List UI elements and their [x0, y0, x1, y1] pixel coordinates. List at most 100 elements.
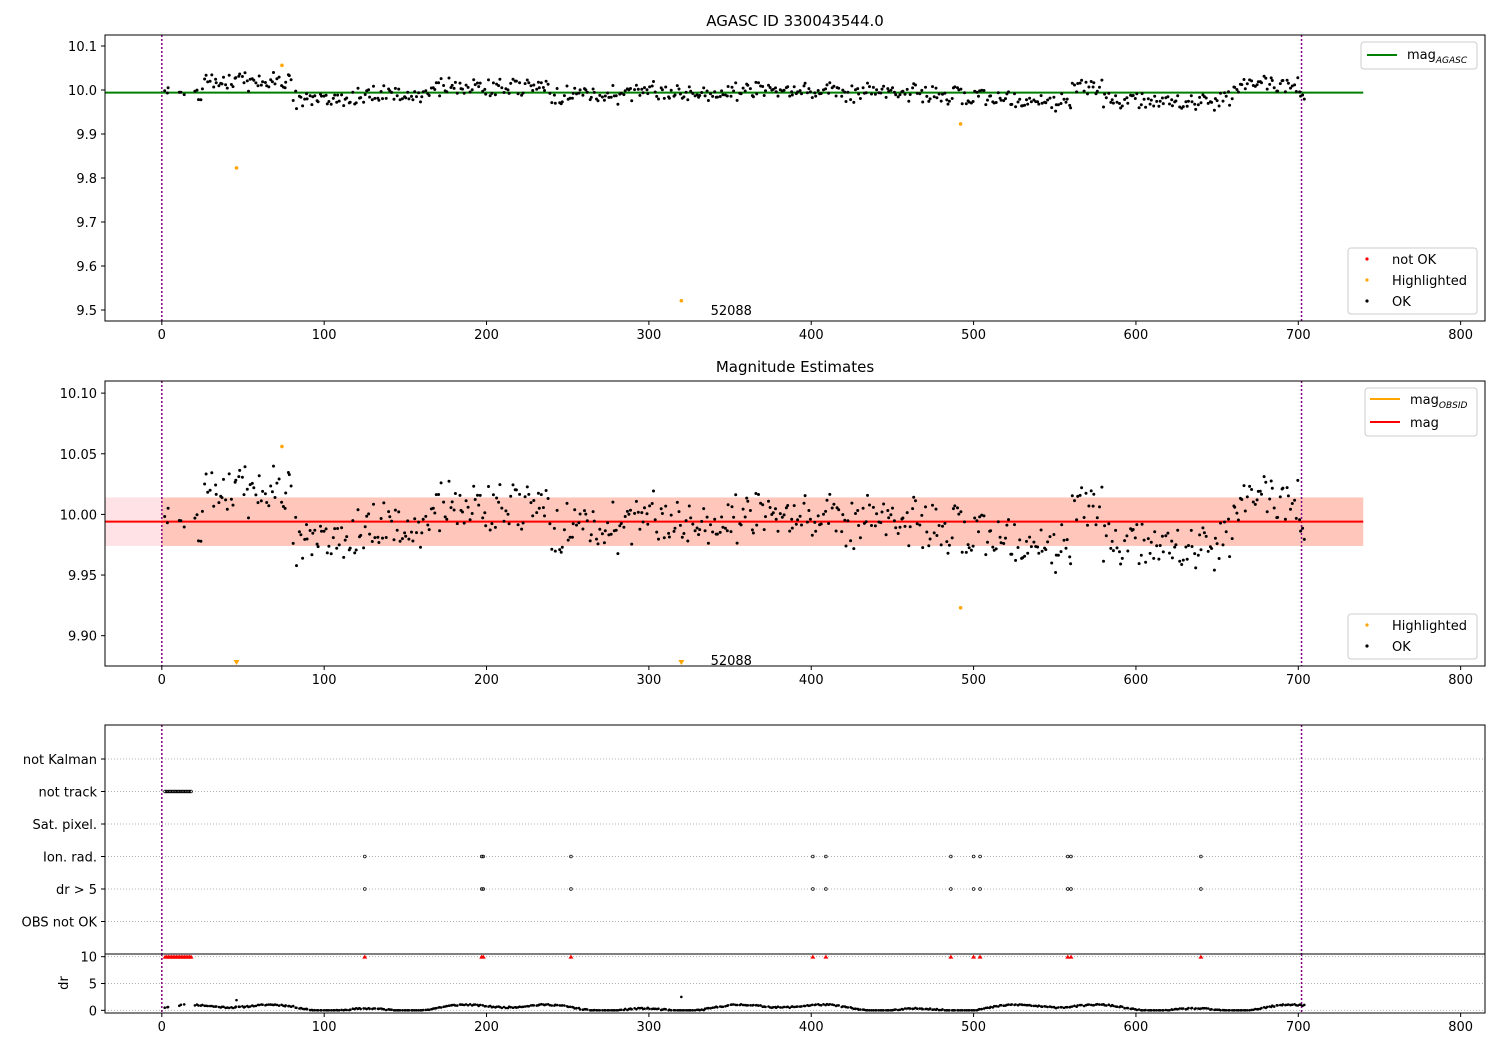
ok-point	[894, 93, 898, 97]
dr-point	[261, 1003, 264, 1006]
dr-point	[960, 1009, 964, 1012]
dr-point	[447, 1004, 451, 1007]
y-tick-label: 9.5	[76, 304, 97, 319]
ok-point	[581, 93, 585, 97]
dr-point	[234, 1005, 238, 1008]
ok-point	[655, 530, 659, 534]
ok-point	[973, 516, 977, 520]
ok-point	[166, 86, 170, 90]
ok-point	[283, 506, 287, 510]
ok-point	[588, 539, 592, 543]
ok-point	[163, 89, 167, 93]
ok-point	[1235, 88, 1239, 91]
ok-point	[911, 507, 915, 511]
ok-point	[1224, 530, 1228, 534]
flag-point	[978, 887, 982, 891]
ok-point	[275, 481, 279, 485]
dr-point	[1018, 1003, 1021, 1006]
ok-point	[1084, 80, 1088, 84]
ok-point	[1123, 98, 1127, 101]
ok-point	[487, 78, 490, 82]
dr-outlier-point	[235, 998, 238, 1002]
flag-point	[363, 854, 367, 859]
ok-point	[660, 512, 664, 515]
ok-point	[272, 71, 275, 74]
ok-point	[741, 507, 745, 511]
dr-point	[1098, 1003, 1101, 1006]
ok-point	[921, 546, 925, 550]
highlighted-point	[234, 166, 239, 170]
ok-point	[555, 508, 559, 512]
ok-point	[830, 506, 834, 510]
ok-point	[822, 512, 825, 516]
dr-point	[1272, 1005, 1276, 1008]
ok-point	[706, 99, 710, 102]
ok-point	[373, 536, 377, 540]
y-tick-label: 0	[89, 1004, 97, 1019]
ok-point	[627, 512, 631, 516]
dr-point	[601, 1009, 604, 1012]
ok-point	[234, 76, 238, 80]
ok-point	[798, 89, 802, 93]
dr-point	[716, 1006, 719, 1009]
x-tick-label: 100	[312, 1020, 337, 1035]
dr-clipped-marker	[823, 954, 829, 959]
ok-point	[527, 81, 531, 85]
ok-point	[598, 527, 602, 531]
ok-point	[619, 522, 623, 525]
dr-point	[593, 1008, 596, 1012]
ok-point	[607, 95, 611, 99]
ok-point	[764, 515, 767, 519]
dr-point	[1281, 1003, 1285, 1006]
ok-point	[1091, 504, 1095, 508]
ok-point	[308, 529, 312, 532]
ok-point	[413, 90, 417, 94]
dr-point	[746, 1004, 750, 1007]
ok-point	[1039, 94, 1043, 98]
ok-point	[419, 100, 422, 104]
ok-point	[583, 509, 586, 513]
ok-point	[675, 500, 679, 504]
dr-point	[832, 1003, 836, 1007]
ok-point	[345, 96, 349, 100]
ok-point	[1018, 97, 1022, 101]
ok-point	[245, 79, 249, 83]
ok-point	[284, 491, 288, 495]
ok-point	[1260, 492, 1263, 496]
ok-point	[660, 88, 664, 92]
dr-point	[257, 1003, 261, 1007]
ok-point	[807, 509, 811, 512]
ok-point	[1233, 85, 1237, 89]
dr-point	[596, 1009, 600, 1012]
dr-point	[1194, 1007, 1197, 1010]
ok-point	[1135, 92, 1139, 96]
dr-clipped-marker	[362, 954, 368, 959]
ok-point	[348, 100, 352, 104]
ok-point	[901, 89, 905, 93]
ok-point	[622, 525, 626, 529]
ok-point	[703, 94, 707, 98]
ok-point	[803, 81, 807, 85]
ok-point	[625, 509, 629, 513]
legend-label-not-ok: not OK	[1392, 253, 1437, 268]
ok-point	[324, 527, 328, 531]
ok-point	[493, 93, 497, 97]
x-tick-label: 0	[158, 328, 166, 343]
ok-point	[739, 523, 743, 527]
ok-point	[179, 519, 183, 523]
legend-label-mag-obsid-main: mag	[1410, 393, 1439, 408]
ok-point	[518, 492, 522, 496]
highlighted-point	[280, 63, 284, 68]
ok-point	[438, 529, 442, 533]
ok-point	[980, 88, 984, 92]
ok-point	[403, 531, 407, 535]
ok-point	[445, 517, 449, 521]
ok-point	[598, 93, 602, 97]
ok-point	[238, 468, 242, 472]
dr-point	[870, 1009, 873, 1012]
ok-point	[573, 508, 577, 512]
ok-point	[1131, 94, 1135, 97]
ok-point	[1025, 98, 1028, 102]
ok-point	[1016, 546, 1020, 549]
ok-point	[721, 93, 725, 97]
